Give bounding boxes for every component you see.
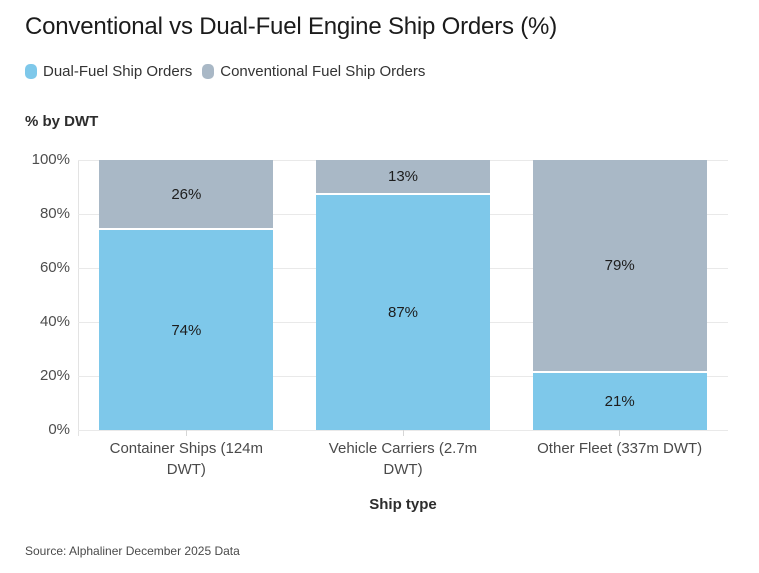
bar-value-label: 87% <box>387 304 419 322</box>
x-category-label: Container Ships (124m DWT) <box>109 440 264 478</box>
bar-value-label: 74% <box>171 321 202 339</box>
y-axis-line <box>78 160 79 436</box>
bar: 79% 21% <box>532 160 707 430</box>
y-axis-labels: 0% 20% 40% 60% 80% 100% <box>0 151 70 438</box>
legend-swatch <box>25 64 37 79</box>
legend: Dual-Fuel Ship Orders Conventional Fuel S… <box>25 63 425 80</box>
bar-value-label: 26% <box>171 185 202 203</box>
bar-value-label: 79% <box>604 257 635 275</box>
bar: 26% 74% <box>99 160 274 430</box>
x-axis-tick <box>619 430 621 436</box>
source-note: Source: Alphaliner December 2025 Data <box>25 544 240 558</box>
legend-label: Dual-Fuel Ship Orders <box>43 63 193 80</box>
y-tick-label: 100% <box>31 151 70 168</box>
y-tick-label: 20% <box>39 367 70 384</box>
legend-label: Conventional Fuel Ship Orders <box>220 63 426 80</box>
chart-title: Conventional vs Dual-Fuel Engine Ship Or… <box>25 13 557 40</box>
legend-item: Conventional Fuel Ship Orders <box>202 63 425 80</box>
y-tick-label: 60% <box>39 259 70 276</box>
x-category-label: Other Fleet (337m DWT) <box>537 440 703 457</box>
y-tick-label: 0% <box>48 421 70 438</box>
y-tick-label: 80% <box>39 205 70 222</box>
bar-segment: 87% <box>316 195 490 430</box>
bar: 13% 87% <box>316 160 490 430</box>
x-axis-tick <box>185 430 187 436</box>
bar-segment: 74% <box>99 230 274 430</box>
x-category-label: Vehicle Carriers (2.7m DWT) <box>328 440 478 478</box>
legend-item: Dual-Fuel Ship Orders <box>25 63 192 80</box>
bar-segment: 26% <box>99 160 274 231</box>
bar-segment: 13% <box>316 160 490 196</box>
bar-value-label: 21% <box>604 393 635 411</box>
y-axis-unit-label: % by DWT <box>25 113 99 130</box>
x-axis-tick <box>402 430 404 436</box>
bar-segment: 79% <box>532 160 707 374</box>
bar-segment: 21% <box>532 373 707 430</box>
bar-value-label: 13% <box>387 168 419 186</box>
x-axis-title: Ship type <box>369 496 437 513</box>
legend-swatch <box>202 64 215 79</box>
y-tick-label: 40% <box>39 313 70 330</box>
plot-area: 26% 74% 13% 87% 79% 21% <box>78 160 728 436</box>
